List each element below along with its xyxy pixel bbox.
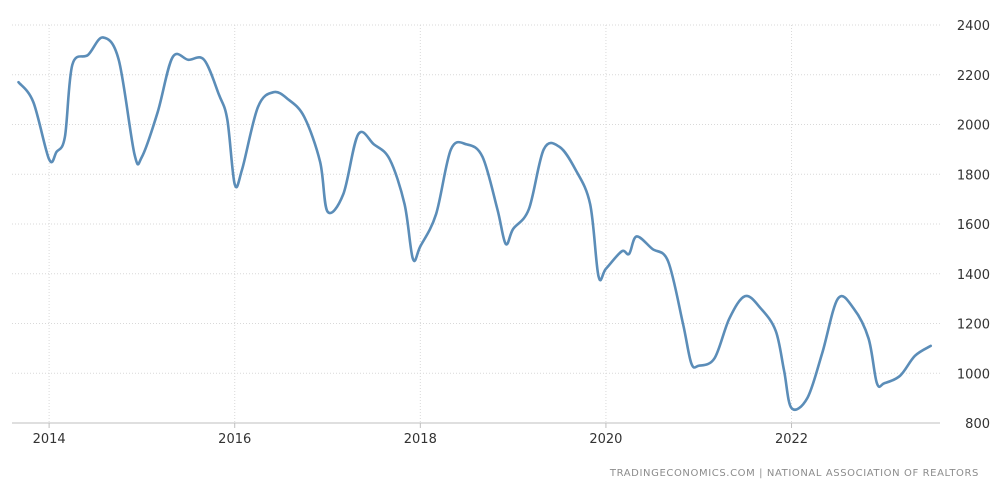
vertical-gridlines xyxy=(12,25,940,428)
y-tick-label: 1200 xyxy=(957,318,990,333)
y-tick-label: 1400 xyxy=(957,268,990,283)
horizontal-gridlines xyxy=(12,24,940,424)
x-tick-label: 2014 xyxy=(33,432,66,447)
series-line xyxy=(17,36,933,412)
source-attribution: TRADINGECONOMICS.COM | NATIONAL ASSOCIAT… xyxy=(609,468,979,479)
y-tick-label: 2400 xyxy=(957,19,990,34)
y-tick-label: 2000 xyxy=(957,119,990,134)
x-tick-label: 2020 xyxy=(589,432,622,447)
x-axis-tick-labels: 2014 2016 2018 2020 2022 xyxy=(33,432,808,447)
x-tick-label: 2022 xyxy=(775,432,808,447)
y-tick-label: 800 xyxy=(965,417,990,432)
y-tick-label: 1800 xyxy=(957,168,990,183)
y-tick-label: 2200 xyxy=(957,69,990,84)
y-tick-label: 1600 xyxy=(957,218,990,233)
y-axis-tick-labels: 800 1000 1200 1400 1600 1800 2000 2200 2400 xyxy=(957,19,990,432)
x-tick-label: 2016 xyxy=(218,432,251,447)
y-tick-label: 1000 xyxy=(957,367,990,382)
x-tick-label: 2018 xyxy=(404,432,437,447)
